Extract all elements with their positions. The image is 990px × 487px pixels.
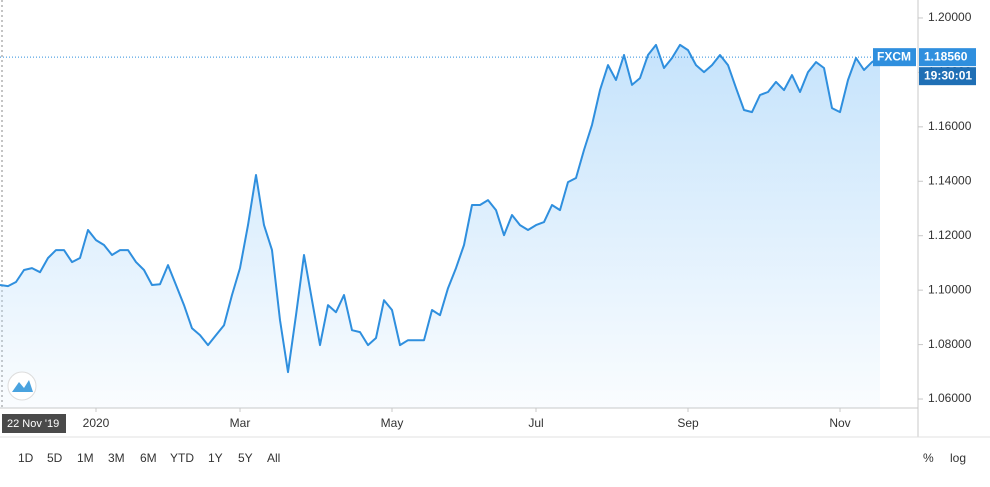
series-tag — [873, 48, 916, 67]
x-tick-label: Mar — [230, 416, 251, 430]
range-button[interactable]: 1D — [18, 451, 34, 465]
logo-mark — [12, 380, 33, 392]
line — [0, 43, 881, 374]
start-label-box — [2, 414, 66, 433]
range-button[interactable]: YTD — [170, 451, 194, 465]
range-button[interactable]: 5D — [47, 451, 63, 465]
range-button[interactable]: 1M — [77, 451, 94, 465]
range-button[interactable]: 3M — [108, 451, 125, 465]
range-button[interactable]: All — [267, 451, 280, 465]
scale-button[interactable]: log — [950, 451, 966, 465]
start-label: 22 Nov '19 — [7, 418, 59, 430]
time-tag — [919, 67, 976, 86]
y-tick-label: 1.20000 — [928, 10, 972, 24]
range-button[interactable]: 5Y — [238, 451, 253, 465]
price-tag-label: 1.18560 — [924, 49, 968, 63]
range-button[interactable]: 6M — [140, 451, 157, 465]
x-tick-label: May — [381, 416, 404, 430]
y-tick-label: 1.16000 — [928, 119, 972, 133]
x-tick-label: 2020 — [83, 416, 110, 430]
price-tag — [919, 48, 976, 67]
series-name: FXCM — [877, 49, 911, 63]
y-tick-label: 1.14000 — [928, 173, 972, 187]
scale-button[interactable]: % — [923, 451, 934, 465]
time-tag-label: 19:30:01 — [924, 68, 972, 82]
y-tick-label: 1.08000 — [928, 337, 972, 351]
y-tick-label: 1.10000 — [928, 282, 972, 296]
x-tick-label: Jul — [528, 416, 543, 430]
x-tick-label: Nov — [829, 416, 850, 430]
y-tick-label: 1.06000 — [928, 391, 972, 405]
y-tick-label: 1.12000 — [928, 228, 972, 242]
x-tick-label: Sep — [677, 416, 699, 430]
area — [0, 44, 880, 409]
range-button[interactable]: 1Y — [208, 451, 223, 465]
